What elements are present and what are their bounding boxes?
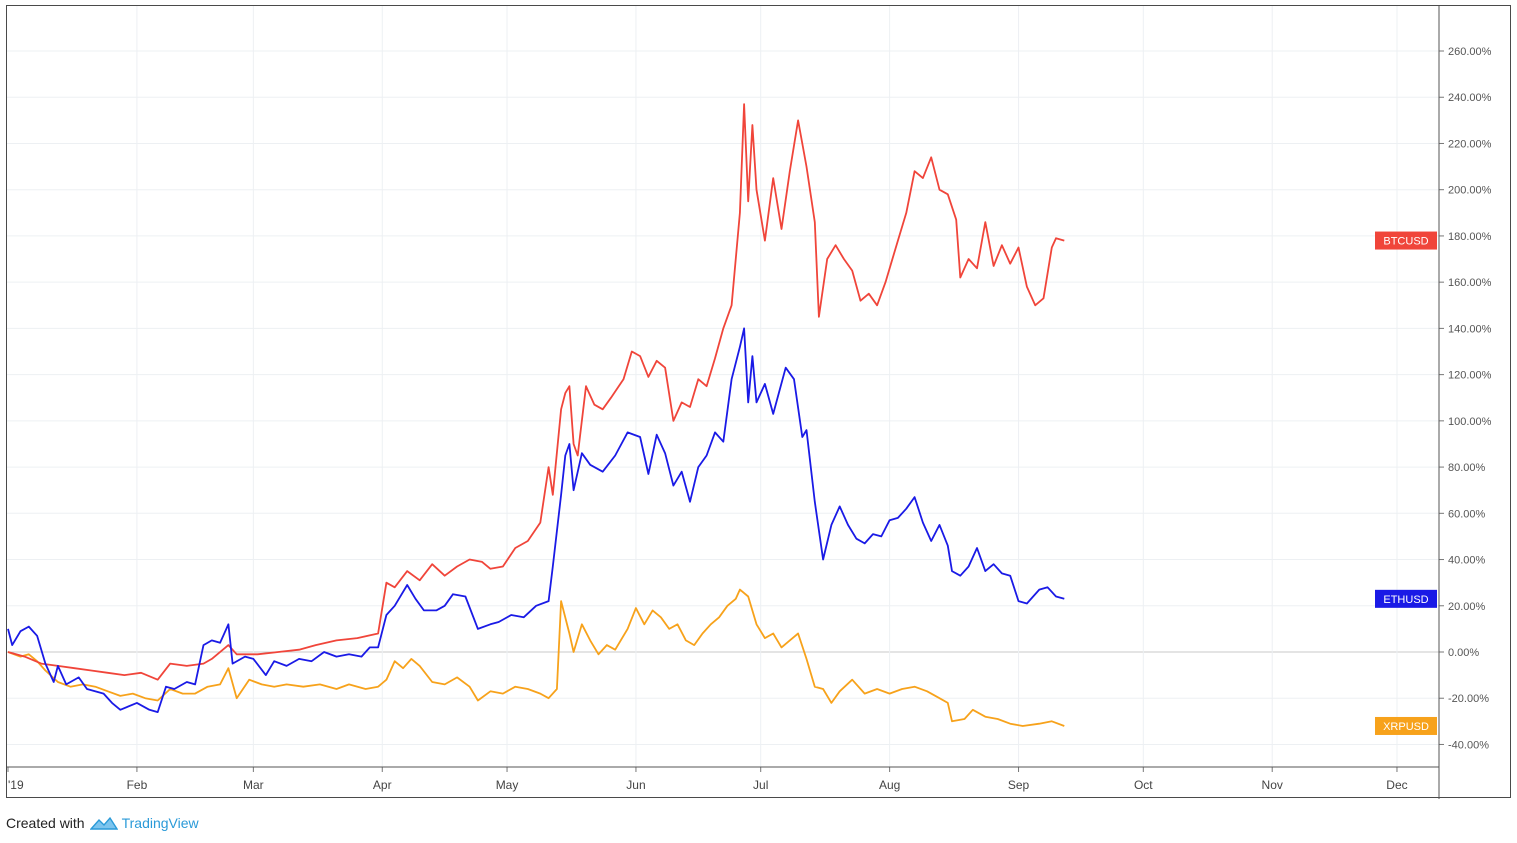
line-chart: 260.00% 240.00% 220.00% 200.00% 180.00% 160.0… xyxy=(7,6,1492,799)
x-tick-label: Mar xyxy=(243,778,264,792)
series-line-btcusd xyxy=(7,103,1065,681)
y-tick-label: 60.00% xyxy=(1448,508,1486,520)
tradingview-brand-link[interactable]: TradingView xyxy=(121,815,199,831)
y-tick-label: 160.00% xyxy=(1448,277,1492,289)
footer-attribution: Created with TradingView xyxy=(6,812,199,834)
tradingview-logo-icon[interactable] xyxy=(89,814,118,832)
series-tag-xrpusd xyxy=(1375,716,1437,735)
x-tick-label: Jul xyxy=(753,778,768,792)
y-tick-label: 200.00% xyxy=(1448,185,1492,197)
series-tag-label: ETHUSD xyxy=(1383,594,1428,606)
series-line-ethusd xyxy=(7,327,1065,713)
x-tick-label: Oct xyxy=(1134,778,1153,792)
series-tag-label: XRPUSD xyxy=(1383,721,1429,733)
y-tick-label: 40.00% xyxy=(1448,555,1486,567)
y-tick-label: 80.00% xyxy=(1448,462,1486,474)
y-tick-label: -20.00% xyxy=(1448,693,1489,705)
y-tick-label: 180.00% xyxy=(1448,231,1492,243)
y-tick-label: 20.00% xyxy=(1448,601,1486,613)
series-tag-btcusd xyxy=(1375,231,1437,250)
y-tick-label: -40.00% xyxy=(1448,739,1489,751)
y-tick-label: 100.00% xyxy=(1448,416,1492,428)
series-tag-ethusd xyxy=(1375,589,1437,608)
series-line-xrpusd xyxy=(7,588,1065,727)
x-tick-label: '19 xyxy=(8,778,24,792)
x-tick-label: Apr xyxy=(373,778,392,792)
x-tick-label: Sep xyxy=(1008,778,1030,792)
x-tick-label: May xyxy=(496,778,519,792)
x-tick-label: Nov xyxy=(1262,778,1283,792)
x-tick-label: Feb xyxy=(127,778,148,792)
series-tag-label: BTCUSD xyxy=(1383,236,1428,248)
created-with-text: Created with xyxy=(6,815,85,831)
x-tick-label: Jun xyxy=(626,778,645,792)
y-tick-label: 0.00% xyxy=(1448,647,1479,659)
y-tick-label: 120.00% xyxy=(1448,370,1492,382)
x-tick-label: Aug xyxy=(879,778,900,792)
chart-frame: 260.00% 240.00% 220.00% 200.00% 180.00% 160.0… xyxy=(6,5,1511,799)
y-tick-label: 260.00% xyxy=(1448,46,1492,58)
y-tick-label: 240.00% xyxy=(1448,92,1492,104)
x-tick-label: Dec xyxy=(1386,778,1407,792)
y-tick-label: 140.00% xyxy=(1448,323,1492,335)
y-tick-label: 220.00% xyxy=(1448,138,1492,150)
